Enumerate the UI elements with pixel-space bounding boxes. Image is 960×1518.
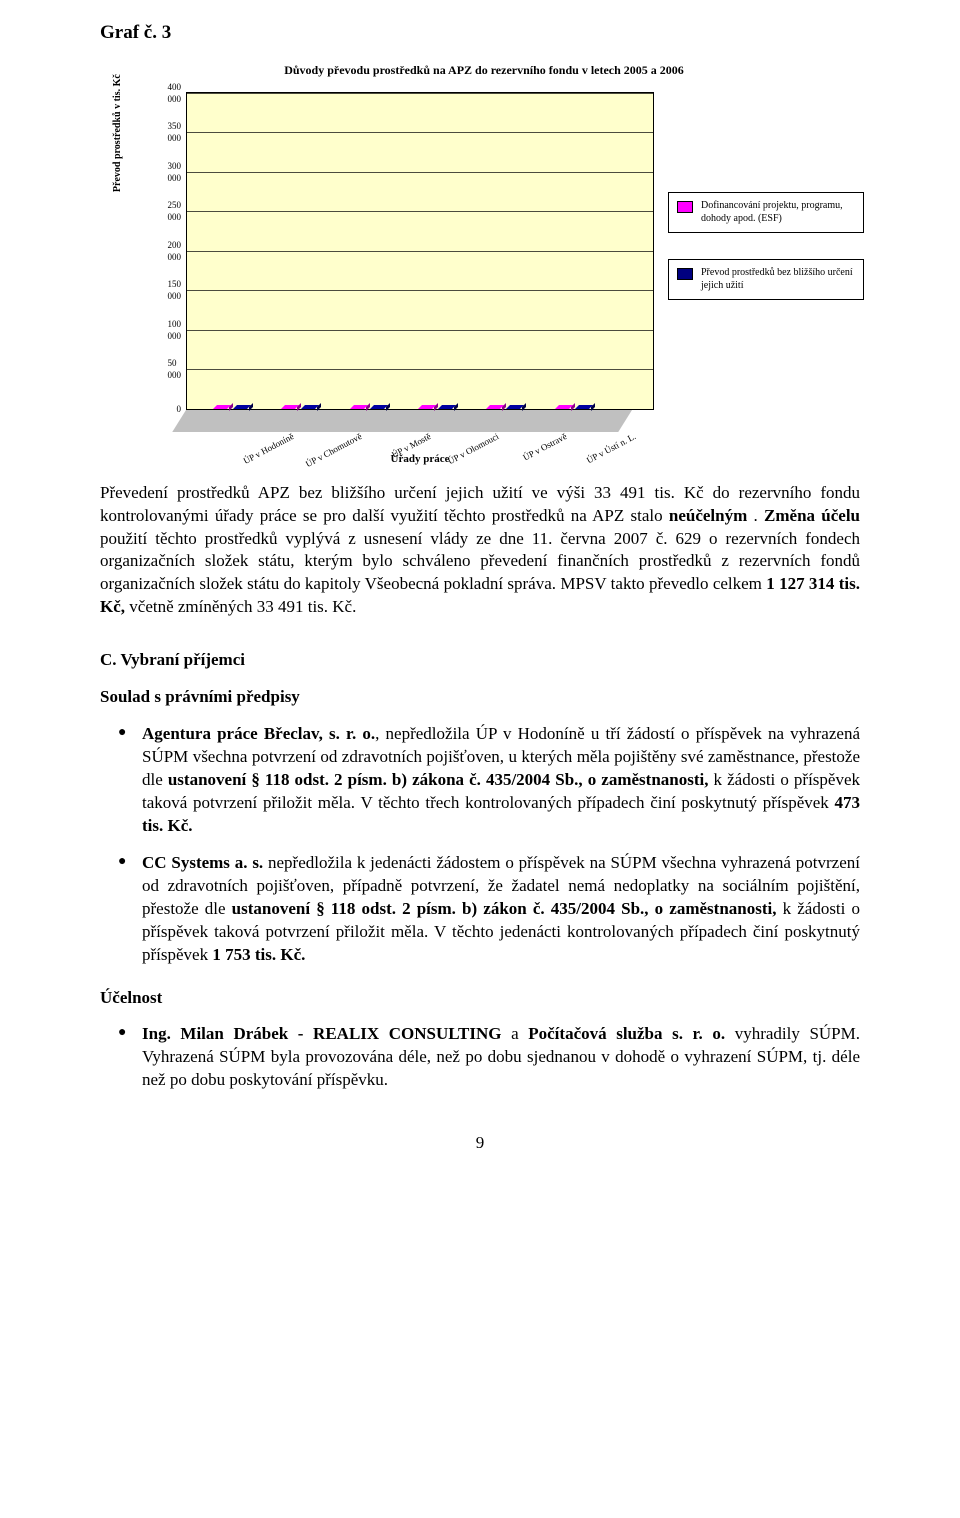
y-tick-label: 300 000 xyxy=(168,160,188,184)
graf-heading: Graf č. 3 xyxy=(100,20,860,46)
y-tick-label: 350 000 xyxy=(168,120,188,144)
legend-swatch xyxy=(677,268,693,280)
gridline xyxy=(187,132,653,133)
list-item: CC Systems a. s. nepředložila k jedenáct… xyxy=(142,852,860,967)
chart-legend: Dofinancování projektu, programu, dohody… xyxy=(668,192,864,326)
list-item: Ing. Milan Drábek - REALIX CONSULTING a … xyxy=(142,1023,860,1092)
gridline xyxy=(187,211,653,212)
sub-heading: Účelnost xyxy=(100,987,860,1010)
y-tick-label: 50 000 xyxy=(168,357,188,381)
gridline xyxy=(187,172,653,173)
y-tick-label: 100 000 xyxy=(168,318,188,342)
y-tick-label: 150 000 xyxy=(168,278,188,302)
chart-plot-area: Převod prostředků v tis. Kč Úřady práce … xyxy=(186,92,654,410)
legend-label: Převod prostředků bez bližšího určení je… xyxy=(701,266,855,293)
gridline xyxy=(187,369,653,370)
gridline xyxy=(187,290,653,291)
paragraph: Převedení prostředků APZ bez bližšího ur… xyxy=(100,482,860,620)
gridline xyxy=(187,93,653,94)
bullet-list: Ing. Milan Drábek - REALIX CONSULTING a … xyxy=(100,1023,860,1092)
legend-item: Převod prostředků bez bližšího určení je… xyxy=(668,259,864,300)
legend-label: Dofinancování projektu, programu, dohody… xyxy=(701,199,855,226)
gridline xyxy=(187,251,653,252)
gridline xyxy=(187,330,653,331)
y-tick-label: 200 000 xyxy=(168,239,188,263)
legend-swatch xyxy=(677,201,693,213)
list-item: Agentura práce Břeclav, s. r. o., nepřed… xyxy=(142,723,860,838)
document-page: Graf č. 3 Důvody převodu prostředků na A… xyxy=(50,0,910,1215)
y-axis-title: Převod prostředků v tis. Kč xyxy=(111,74,125,192)
section-c-heading: C. Vybraní příjemci xyxy=(100,649,860,672)
bullet-list: Agentura práce Břeclav, s. r. o., nepřed… xyxy=(100,723,860,966)
y-tick-label: 0 xyxy=(177,403,188,415)
y-tick-label: 250 000 xyxy=(168,199,188,223)
chart-title: Důvody převodu prostředků na APZ do reze… xyxy=(104,62,864,78)
page-number: 9 xyxy=(100,1132,860,1155)
legend-item: Dofinancování projektu, programu, dohody… xyxy=(668,192,864,233)
bar-chart: Důvody převodu prostředků na APZ do reze… xyxy=(104,62,864,482)
y-tick-label: 400 000 xyxy=(168,81,188,105)
sub-heading: Soulad s právními předpisy xyxy=(100,686,860,709)
